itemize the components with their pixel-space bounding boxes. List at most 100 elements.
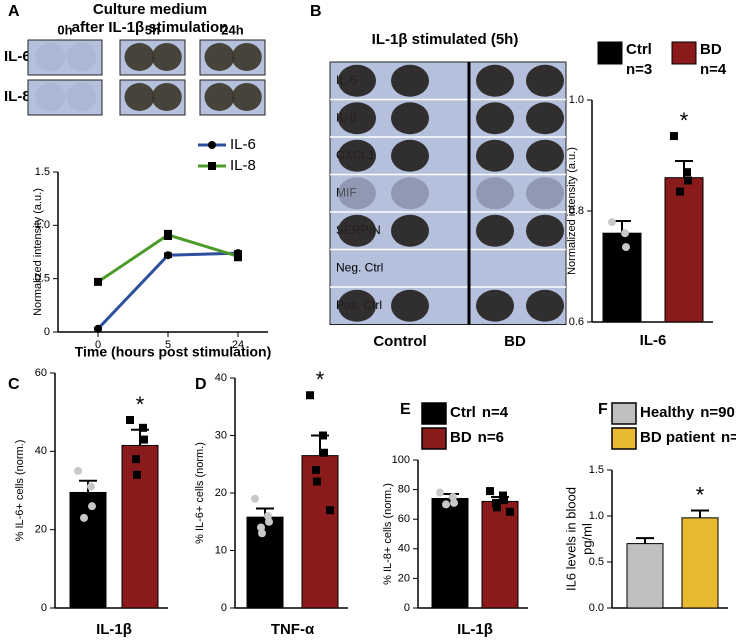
legend-label: IL-6 (230, 136, 256, 153)
annotation: * (680, 108, 689, 133)
blot-spot (526, 139, 564, 172)
annotation: * (136, 392, 145, 417)
y-tick-label: 20 (398, 572, 410, 584)
y-tick-label: 0 (221, 602, 227, 614)
marker (450, 498, 458, 507)
y-tick-label: 40 (215, 372, 227, 384)
marker (265, 517, 273, 526)
blot-spot (231, 43, 262, 71)
blot-spot (476, 289, 514, 322)
blot-spot (338, 214, 376, 247)
panel-label: F (598, 401, 608, 418)
y-tick-label: 60 (398, 513, 410, 525)
legend-label: Healthy (640, 404, 695, 421)
legend-n: n=90 (700, 404, 735, 421)
y-tick-label: 1.5 (589, 464, 604, 476)
bar (602, 232, 642, 323)
legend-swatch (421, 427, 447, 450)
marker (670, 132, 678, 141)
blot-row-label: Neg. Ctrl (336, 260, 383, 274)
marker (608, 218, 616, 227)
marker (326, 506, 334, 515)
legend-label: Ctrl (626, 41, 652, 58)
marker (676, 187, 684, 196)
blot-spot (476, 214, 514, 247)
y-axis-label: pg/ml (579, 523, 594, 555)
y-tick-label: 20 (215, 487, 227, 499)
blot-column-label: 5h (145, 22, 160, 37)
bar (121, 444, 159, 609)
y-tick-label: 30 (215, 429, 227, 441)
blot-spot (124, 43, 155, 71)
legend-n: n=6 (478, 429, 504, 446)
y-tick-label: 20 (35, 524, 47, 536)
bar (69, 491, 107, 609)
x-tick-label: 24 (232, 339, 244, 351)
marker (499, 491, 507, 500)
marker (234, 252, 242, 261)
blot-spot (391, 139, 429, 172)
x-axis-label: Time (hours post stimulation) (75, 344, 272, 360)
legend-label: BD patient (640, 429, 715, 446)
y-tick-label: 40 (35, 445, 47, 457)
marker (320, 448, 328, 457)
blot-spot (391, 289, 429, 322)
marker (500, 495, 508, 504)
panel-label: C (8, 376, 20, 393)
blot-spot (526, 177, 564, 210)
x-tick-label: 5 (165, 339, 171, 351)
annotation: * (316, 367, 325, 392)
blot-spot (391, 64, 429, 97)
marker (133, 470, 141, 479)
legend-n: n=3 (626, 61, 652, 78)
legend-label: IL-8 (230, 157, 256, 174)
legend-n: n=55 (721, 429, 736, 446)
x-axis-label: IL-1β (96, 621, 132, 638)
blot-spot (66, 83, 97, 111)
marker (436, 488, 444, 497)
blot-subtitle: after IL-1β stimulation (72, 19, 229, 36)
panel-label: B (310, 3, 322, 20)
marker (94, 324, 102, 333)
blot-spot (204, 83, 235, 111)
marker (258, 529, 266, 538)
y-tick-label: 10 (215, 544, 227, 556)
blot-spot (391, 214, 429, 247)
legend-swatch (611, 427, 637, 450)
marker (442, 500, 450, 509)
marker (493, 503, 501, 512)
marker (313, 477, 321, 486)
legend-marker (208, 162, 216, 170)
legend-n: n=4 (700, 61, 727, 78)
marker (94, 277, 102, 286)
marker (88, 502, 96, 511)
blot-column-label: 24h (221, 22, 243, 37)
blot-spot (476, 139, 514, 172)
legend-label: BD (450, 429, 472, 446)
marker (164, 230, 172, 239)
marker (306, 391, 314, 400)
blot-spot (526, 214, 564, 247)
blot-spot (35, 83, 66, 111)
bar (431, 497, 469, 609)
marker (126, 416, 134, 424)
blot-column-label: BD (504, 333, 526, 350)
marker (319, 431, 327, 440)
blot-spot (204, 43, 235, 71)
blot-spot (526, 289, 564, 322)
blot-spot (338, 102, 376, 135)
y-tick-label: 1.0 (35, 219, 50, 231)
y-axis-label: % IL-8+ cells (norm.) (382, 483, 394, 585)
marker (683, 168, 691, 177)
blot-spot (231, 83, 262, 111)
y-axis-label: Normalized intensity (a.u.) (32, 188, 44, 316)
blot-spot (526, 102, 564, 135)
blot-spot (124, 83, 155, 111)
marker (506, 507, 514, 516)
blot-spot (476, 102, 514, 135)
y-tick-label: 60 (35, 367, 47, 379)
y-axis-label: % IL-6+ cells (norm.) (14, 440, 26, 542)
blot-spot (338, 139, 376, 172)
marker (486, 487, 494, 496)
y-tick-label: 0 (41, 602, 47, 614)
